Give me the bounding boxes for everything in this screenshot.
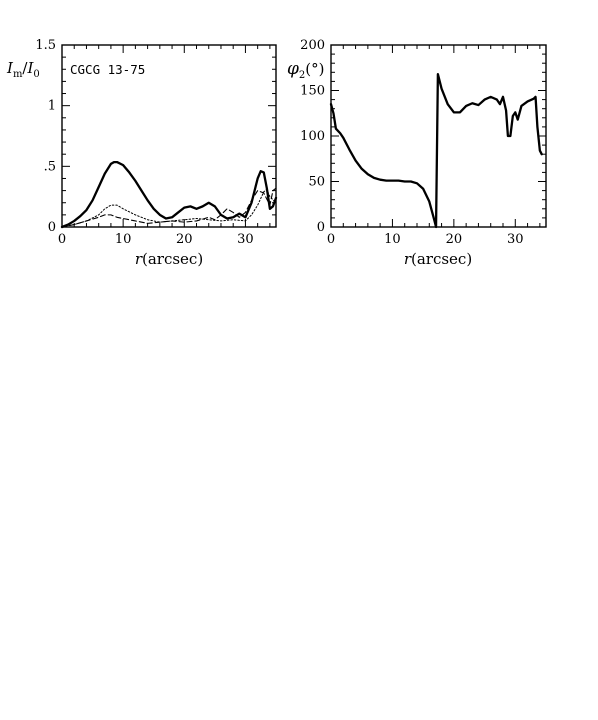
right-tick-labels: 0 10 20 30 0 50 100 150 200 [300, 38, 523, 247]
left-y-label-slash: / [22, 59, 28, 77]
right-y-label-2: 2 [299, 70, 305, 81]
left-x-label-r: r [135, 250, 143, 268]
left-y-tick-label: 1.5 [35, 38, 56, 53]
right-y-tick-label: 50 [308, 175, 325, 190]
left-y-axis-label: Im/I0 [6, 59, 40, 80]
left-x-tick-label: 20 [176, 232, 193, 247]
right-x-tick-label: 10 [384, 232, 401, 247]
right-y-tick-label: 150 [300, 84, 325, 99]
right-curves [329, 72, 543, 229]
left-x-tick-label: 0 [58, 232, 66, 247]
left-x-axis-label: r(arcsec) [135, 250, 203, 268]
left-series-solid-0 [60, 160, 278, 229]
right-series-solid-0 [329, 72, 543, 229]
right-y-axis-label: φ2(°) [287, 59, 325, 81]
right-x-axis-label: r(arcsec) [404, 250, 472, 268]
left-x-label-unit: (arcsec) [142, 250, 203, 268]
left-curves [60, 160, 278, 229]
right-panel: 0 10 20 30 0 50 100 150 200 φ2(°) r(arcsec) [287, 38, 547, 268]
left-y-label-0: 0 [33, 69, 39, 80]
left-y-label-m: m [13, 69, 23, 80]
right-x-tick-label: 0 [327, 232, 335, 247]
right-y-tick-label: 0 [317, 220, 325, 235]
right-x-tick-label: 20 [446, 232, 463, 247]
right-y-tick-label: 200 [300, 38, 325, 53]
right-x-label-unit: (arcsec) [411, 250, 472, 268]
right-ticks [330, 44, 546, 228]
left-annotation: CGCG 13-75 [70, 62, 145, 77]
left-panel: 0 10 20 300.511.5 CGCG 13-75 Im/I0 r(arcsec… [6, 38, 278, 268]
right-plot-frame [330, 44, 547, 228]
left-y-tick-label: 1 [48, 99, 56, 114]
right-y-label-deg: (°) [305, 60, 324, 78]
left-series-dashed-2 [61, 187, 277, 228]
right-x-tick-label: 30 [507, 232, 524, 247]
left-tick-labels: 0 10 20 30 0 .5 1 1.5 [35, 38, 253, 247]
left-y-label-I: I [6, 59, 14, 77]
left-x-tick-label: 30 [237, 232, 254, 247]
left-y-tick-label: .5 [44, 159, 56, 174]
left-y-label-I0: I [26, 59, 34, 77]
left-y-tick-label: 0 [48, 220, 56, 235]
right-y-tick-label: 100 [300, 129, 325, 144]
left-x-tick-label: 10 [115, 232, 132, 247]
right-y-label-phi: φ [287, 59, 299, 79]
left-ticks [61, 44, 276, 228]
left-series-dotted-1 [61, 188, 277, 228]
left-plot-frame [61, 44, 277, 228]
right-x-label-r: r [404, 250, 412, 268]
